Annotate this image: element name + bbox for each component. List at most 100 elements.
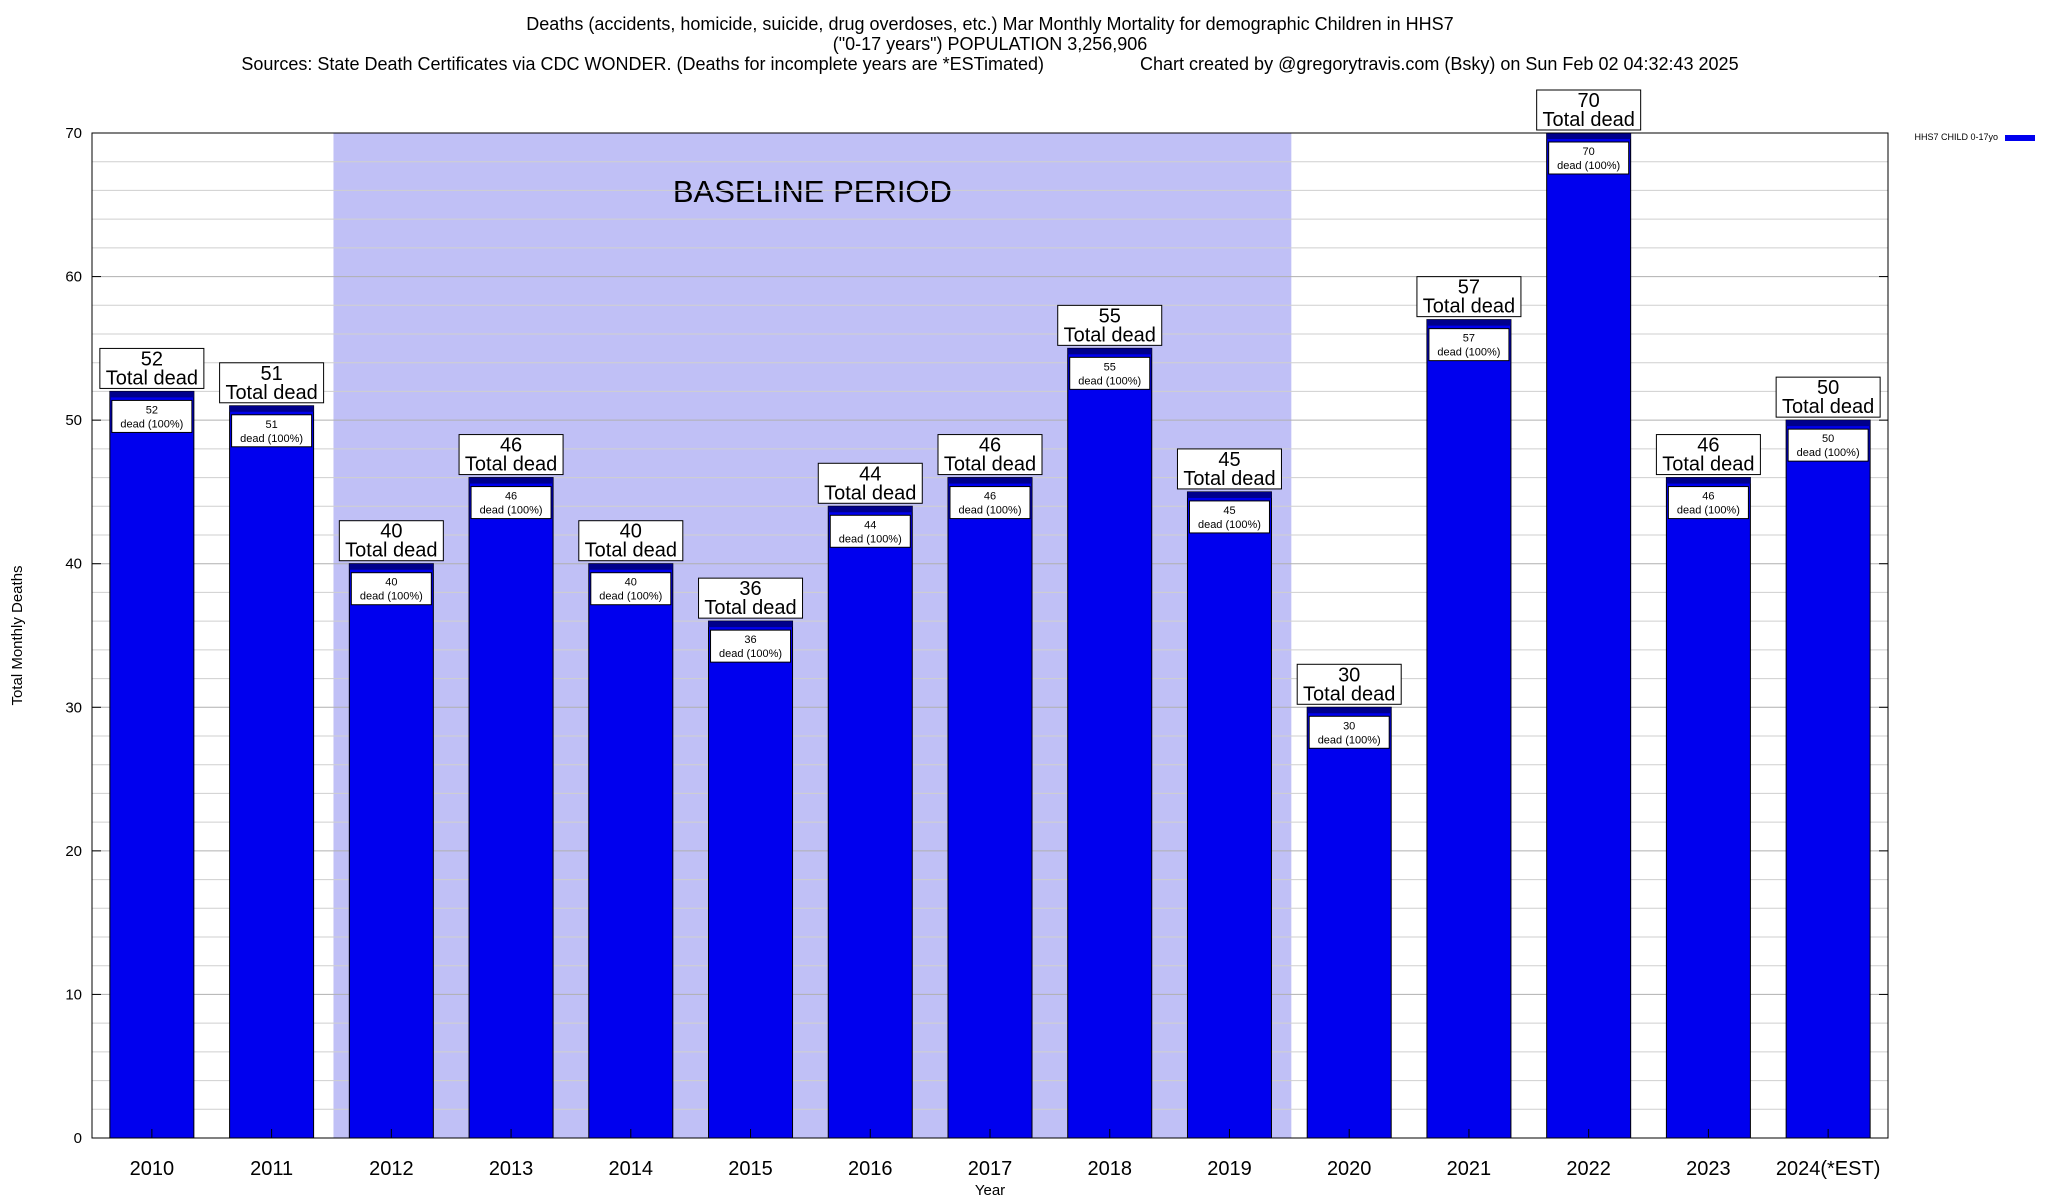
inner-label-box <box>1069 356 1151 390</box>
top-total-dead-label: Total dead <box>1782 396 1874 418</box>
bar-cap <box>588 563 673 570</box>
top-value-label: 36 <box>739 578 761 600</box>
inner-value-label: 55 <box>1104 361 1116 373</box>
top-value-label: 50 <box>1817 377 1839 399</box>
inner-value-label: 46 <box>505 491 517 503</box>
inner-value-label: 40 <box>385 577 397 589</box>
inner-dead-label: dead (100%) <box>1318 734 1381 746</box>
top-label-box <box>817 462 923 504</box>
top-value-label: 40 <box>380 521 402 543</box>
top-total-dead-label: Total dead <box>225 382 317 404</box>
inner-dead-label: dead (100%) <box>1557 160 1620 172</box>
top-value-label: 57 <box>1458 277 1480 299</box>
y-tick-label: 60 <box>65 269 82 286</box>
top-total-dead-label: Total dead <box>1183 468 1275 490</box>
top-label-box <box>1057 304 1163 346</box>
top-total-dead-label: Total dead <box>1303 683 1395 705</box>
top-label-box <box>99 347 205 389</box>
inner-label-box <box>1667 486 1749 520</box>
top-label-box <box>1536 89 1642 131</box>
top-label-box <box>338 520 444 562</box>
top-value-label: 45 <box>1218 449 1240 471</box>
inner-label-box <box>350 572 432 606</box>
bar-cap <box>1426 319 1511 326</box>
x-tick-label: 2011 <box>250 1158 293 1180</box>
top-total-dead-label: Total dead <box>585 540 677 562</box>
top-label-box <box>937 434 1043 476</box>
inner-dead-label: dead (100%) <box>1437 347 1500 359</box>
x-axis-label: Year <box>975 1182 1005 1199</box>
bar <box>827 505 913 1139</box>
inner-value-label: 52 <box>146 404 158 416</box>
bar-cap <box>109 391 194 398</box>
x-tick-label: 2017 <box>968 1158 1013 1180</box>
y-tick-label: 70 <box>65 125 82 142</box>
inner-label-box <box>1308 715 1390 749</box>
bar <box>1067 347 1153 1139</box>
inner-label-box <box>1787 428 1869 462</box>
top-value-label: 70 <box>1578 90 1600 112</box>
y-tick-label: 10 <box>65 986 82 1003</box>
top-total-dead-label: Total dead <box>944 454 1036 476</box>
inner-label-box <box>1188 500 1270 534</box>
top-label-box <box>1176 448 1282 490</box>
x-tick-label: 2020 <box>1327 1158 1372 1180</box>
inner-value-label: 44 <box>864 519 876 531</box>
inner-label-box <box>231 414 313 448</box>
x-tick-label: 2024(*EST) <box>1776 1158 1881 1180</box>
top-label-box <box>1296 663 1402 705</box>
y-tick-label: 50 <box>65 412 82 429</box>
bar <box>947 477 1033 1139</box>
top-value-label: 40 <box>620 521 642 543</box>
top-total-dead-label: Total dead <box>465 454 557 476</box>
x-tick-label: 2010 <box>130 1158 175 1180</box>
inner-value-label: 40 <box>625 577 637 589</box>
bar-cap <box>1067 348 1152 355</box>
inner-value-label: 50 <box>1822 433 1834 445</box>
x-tick-label: 2021 <box>1447 1158 1492 1180</box>
bar-cap <box>828 506 913 513</box>
inner-dead-label: dead (100%) <box>120 418 183 430</box>
inner-label-box <box>111 399 193 433</box>
top-value-label: 51 <box>260 363 282 385</box>
y-tick-label: 20 <box>65 843 82 860</box>
chart-credit: Chart created by @gregorytravis.com (Bsk… <box>1140 54 1739 74</box>
inner-dead-label: dead (100%) <box>839 533 902 545</box>
bar <box>229 405 315 1139</box>
bar-cap <box>1786 420 1871 427</box>
top-total-dead-label: Total dead <box>1064 324 1156 346</box>
inner-dead-label: dead (100%) <box>1198 519 1261 531</box>
inner-value-label: 51 <box>265 419 277 431</box>
inner-label-box <box>470 486 552 520</box>
bar <box>1785 419 1871 1139</box>
top-total-dead-label: Total dead <box>1662 454 1754 476</box>
top-total-dead-label: Total dead <box>106 367 198 389</box>
bar <box>1546 132 1632 1139</box>
chart-title: Deaths (accidents, homicide, suicide, dr… <box>526 14 1454 34</box>
top-total-dead-label: Total dead <box>1543 109 1635 131</box>
bar <box>708 620 794 1139</box>
bar <box>1186 491 1272 1139</box>
x-tick-label: 2019 <box>1207 1158 1252 1180</box>
bar <box>588 563 674 1139</box>
top-value-label: 52 <box>141 348 163 370</box>
bar-cap <box>229 405 314 412</box>
bar-cap <box>1307 707 1392 714</box>
top-value-label: 44 <box>859 463 881 485</box>
x-tick-label: 2014 <box>609 1158 654 1180</box>
top-total-dead-label: Total dead <box>824 482 916 504</box>
bar <box>109 390 195 1139</box>
top-value-label: 30 <box>1338 664 1360 686</box>
inner-value-label: 36 <box>744 634 756 646</box>
chart-header: Deaths (accidents, homicide, suicide, dr… <box>0 14 1980 74</box>
bar <box>1665 477 1751 1139</box>
inner-label-box <box>949 486 1031 520</box>
top-value-label: 46 <box>1697 435 1719 457</box>
bar-cap <box>708 621 793 628</box>
inner-dead-label: dead (100%) <box>1677 505 1740 517</box>
inner-label-box <box>1428 328 1510 362</box>
top-value-label: 55 <box>1099 305 1121 327</box>
top-value-label: 46 <box>979 435 1001 457</box>
top-value-label: 46 <box>500 435 522 457</box>
